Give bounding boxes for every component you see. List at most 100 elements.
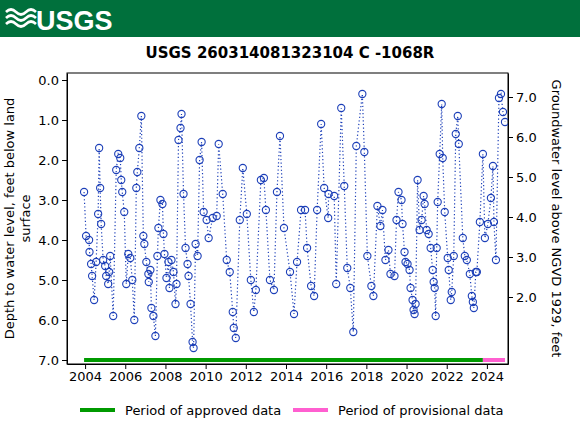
data-point <box>290 310 297 317</box>
tick: 2006 <box>109 364 142 384</box>
data-point <box>448 288 455 295</box>
data-point <box>455 140 462 147</box>
tick-label: 4.0 <box>38 233 59 248</box>
data-point <box>341 182 348 189</box>
header-logo-icon <box>6 10 36 27</box>
tick-label: 2.0 <box>38 153 59 168</box>
data-point <box>184 260 191 267</box>
data-point <box>205 234 212 241</box>
tick: 1.0 <box>38 113 67 128</box>
axis-line <box>508 74 509 365</box>
data-point <box>141 240 148 247</box>
data-point <box>318 120 325 127</box>
data-point <box>439 154 446 161</box>
data-point <box>411 310 418 317</box>
tick: 7.0 <box>38 353 67 368</box>
data-point <box>239 164 246 171</box>
tick-label: 2012 <box>230 369 263 384</box>
axis-line <box>67 74 68 365</box>
tick-label: 3.0 <box>516 250 537 265</box>
legend-swatch <box>80 408 115 412</box>
tick-label: 2006 <box>109 369 142 384</box>
data-point <box>445 266 452 273</box>
axis-line <box>68 364 509 365</box>
data-point <box>266 276 273 283</box>
data-point <box>487 194 494 201</box>
period-bar <box>483 358 505 362</box>
data-point <box>280 224 287 231</box>
data-point <box>160 230 167 237</box>
data-point <box>192 240 199 247</box>
tick: 2.0 <box>508 290 537 305</box>
data-point <box>136 144 143 151</box>
data-point <box>187 300 194 307</box>
data-point <box>145 278 152 285</box>
data-point <box>196 156 203 163</box>
tick-label: 2.0 <box>516 290 537 305</box>
tick: 4.0 <box>38 233 67 248</box>
data-point <box>286 268 293 275</box>
data-point <box>198 138 205 145</box>
data-point <box>441 208 448 215</box>
tick-mark <box>62 360 67 361</box>
data-point <box>447 296 454 303</box>
data-point <box>490 218 497 225</box>
data-point <box>252 286 259 293</box>
data-point <box>481 234 488 241</box>
data-point <box>450 252 457 259</box>
data-point <box>476 218 483 225</box>
data-point <box>431 284 438 291</box>
data-point <box>374 202 381 209</box>
data-point <box>243 210 250 217</box>
data-point <box>96 144 103 151</box>
data-point <box>353 142 360 149</box>
data-point <box>148 304 155 311</box>
data-point <box>91 296 98 303</box>
data-point <box>230 324 237 331</box>
axis: 2004200620082010201220142016201820202022… <box>68 364 509 384</box>
data-point <box>391 272 398 279</box>
tick: 2004 <box>69 364 102 384</box>
plot-frame <box>67 73 508 364</box>
data-point <box>368 282 375 289</box>
data-point <box>501 118 508 125</box>
tick-label: 2008 <box>149 369 182 384</box>
data-point <box>385 246 392 253</box>
tick-label: 7.0 <box>516 90 537 105</box>
data-point <box>303 244 310 251</box>
tick-mark <box>62 120 67 121</box>
data-point <box>119 188 126 195</box>
data-point <box>154 252 161 259</box>
data-point <box>350 328 357 335</box>
data-point <box>250 308 257 315</box>
data-point <box>399 220 406 227</box>
data-point <box>311 292 318 299</box>
data-point <box>117 154 124 161</box>
data-point <box>347 284 354 291</box>
data-point <box>127 254 134 261</box>
data-point <box>425 230 432 237</box>
tick: 2010 <box>190 364 223 384</box>
data-point <box>370 292 377 299</box>
legend-swatch <box>293 408 328 412</box>
tick-label: 2018 <box>350 369 383 384</box>
data-point <box>107 252 114 259</box>
tick: 3.0 <box>508 250 537 265</box>
data-point <box>270 286 277 293</box>
data-point <box>159 200 166 207</box>
data-point <box>414 176 421 183</box>
tick-label: 2010 <box>190 369 223 384</box>
tick: 5.0 <box>508 170 537 185</box>
tick-label: 3.0 <box>38 193 59 208</box>
tick-label: 6.0 <box>38 313 59 328</box>
data-point <box>86 236 93 243</box>
data-point <box>247 276 254 283</box>
tick-label: 2020 <box>390 369 423 384</box>
data-point <box>95 210 102 217</box>
y2-axis-title: Groundwater level above NGVD 1929, feet <box>549 80 564 358</box>
data-point <box>138 112 145 119</box>
data-point <box>110 312 117 319</box>
legend: Period of approved dataPeriod of provisi… <box>80 403 503 418</box>
series-line <box>84 94 505 348</box>
data-point <box>106 268 113 275</box>
